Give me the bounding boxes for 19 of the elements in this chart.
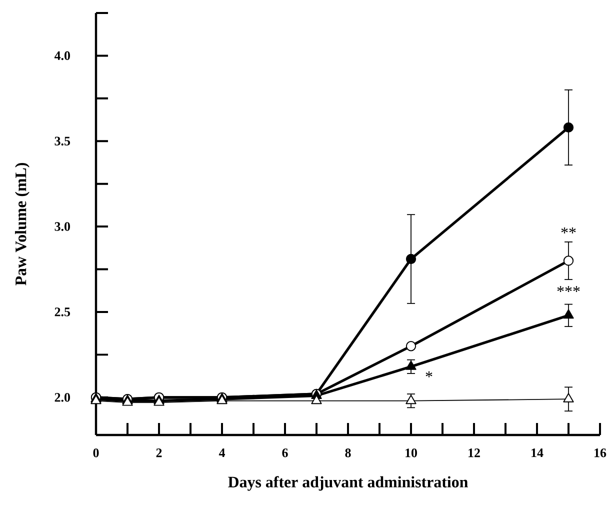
x-axis-title: Days after adjuvant administration [228, 476, 468, 491]
x-tick-label: 6 [282, 448, 288, 458]
y-tick-label: 4.0 [54, 51, 70, 60]
x-tick-label: 0 [93, 448, 99, 458]
y-axis-title: Paw Volume (mL) [15, 163, 30, 286]
annotation: * [426, 371, 432, 378]
x-tick-label: 14 [532, 448, 544, 458]
y-tick-label: 3.5 [54, 136, 70, 146]
y-tick-label: 3.0 [54, 222, 70, 231]
y-tick-label: 2.5 [54, 308, 70, 316]
x-tick-label: 8 [345, 448, 351, 458]
x-tick-label: 4 [218, 448, 226, 458]
annotation: *** [557, 286, 580, 292]
x-tick-label: 2 [156, 448, 162, 458]
x-tick-label: 10 [406, 448, 417, 458]
annotation: ** [561, 228, 576, 234]
x-tick-label: 12 [468, 448, 480, 458]
y-tick-label: 2.0 [54, 393, 70, 402]
x-tick-label: 16 [594, 448, 606, 458]
